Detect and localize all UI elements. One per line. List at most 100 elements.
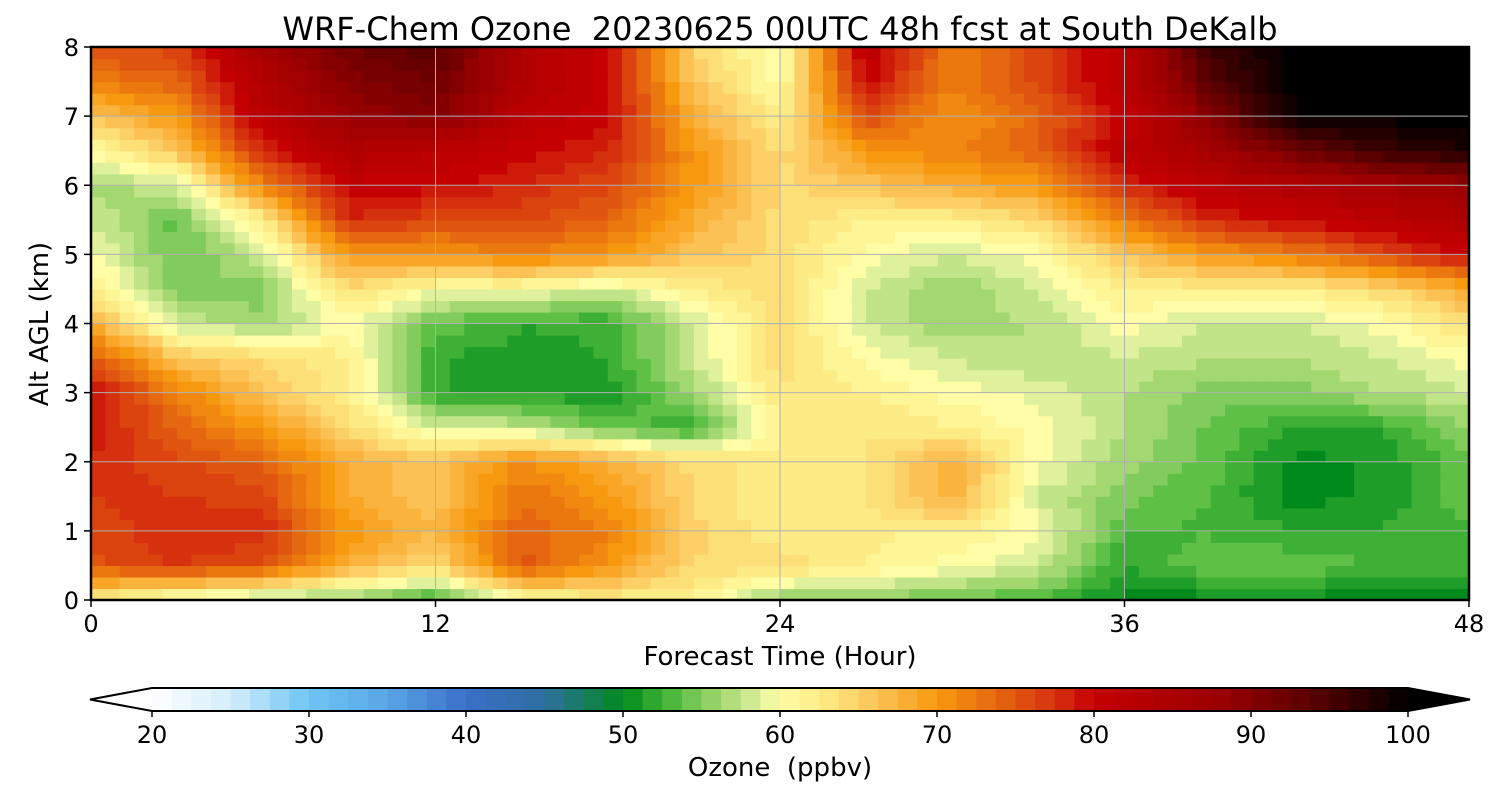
heatmap-cell	[1009, 104, 1025, 117]
heatmap-cell	[521, 576, 537, 590]
heatmap-cell	[1067, 288, 1083, 302]
heatmap-cell	[1095, 300, 1111, 313]
heatmap-cell	[1224, 415, 1240, 428]
heatmap-cell	[478, 288, 494, 302]
heatmap-cell	[593, 81, 609, 94]
heatmap-cell	[162, 139, 178, 152]
heatmap-cell	[421, 81, 437, 94]
heatmap-cell	[1268, 565, 1283, 578]
heatmap-cell	[1339, 530, 1355, 543]
heatmap-cell	[966, 254, 982, 267]
heatmap-cell	[665, 219, 681, 232]
heatmap-cell	[1239, 311, 1255, 325]
heatmap-cell	[1038, 553, 1054, 567]
heatmap-cell	[1052, 450, 1068, 463]
heatmap-cell	[1282, 116, 1298, 129]
heatmap-cell	[923, 208, 939, 221]
heatmap-cell	[234, 553, 250, 567]
heatmap-cell	[449, 323, 465, 336]
heatmap-cell	[263, 93, 279, 106]
heatmap-cell	[392, 116, 408, 129]
heatmap-cell	[191, 104, 207, 117]
heatmap-cell	[823, 254, 839, 267]
heatmap-cell	[449, 565, 465, 578]
heatmap-cell	[521, 265, 537, 279]
heatmap-cell	[837, 565, 853, 578]
heatmap-cell	[1411, 116, 1427, 129]
heatmap-cell	[708, 265, 724, 279]
heatmap-cell	[607, 404, 623, 417]
heatmap-cell	[1253, 139, 1269, 152]
heatmap-cell	[91, 369, 106, 382]
heatmap-cell	[952, 93, 968, 106]
heatmap-cell	[1095, 70, 1111, 83]
heatmap-cell	[1052, 219, 1068, 232]
heatmap-cell	[119, 93, 135, 106]
heatmap-cell	[1095, 484, 1111, 497]
heatmap-cell	[679, 81, 695, 94]
heatmap-cell	[636, 242, 652, 255]
heatmap-cell	[1239, 93, 1255, 106]
heatmap-cell	[923, 139, 939, 152]
heatmap-cell	[478, 450, 494, 463]
heatmap-cell	[421, 565, 437, 578]
heatmap-cell	[91, 323, 106, 336]
heatmap-cell	[995, 576, 1011, 590]
heatmap-cell	[335, 219, 350, 232]
heatmap-cell	[679, 496, 695, 509]
heatmap-cell	[593, 530, 609, 543]
heatmap-cell	[464, 323, 480, 336]
heatmap-cell	[593, 438, 609, 451]
heatmap-cell	[349, 173, 365, 186]
heatmap-cell	[1311, 588, 1327, 601]
heatmap-cell	[191, 553, 207, 567]
heatmap-cell	[722, 127, 738, 140]
heatmap-cell	[765, 369, 781, 382]
heatmap-cell	[291, 219, 307, 232]
heatmap-cell	[277, 162, 293, 175]
heatmap-cell	[449, 519, 465, 532]
heatmap-cell	[837, 208, 853, 221]
heatmap-cell	[823, 277, 839, 290]
heatmap-cell	[823, 196, 839, 209]
heatmap-cell	[1167, 358, 1183, 371]
heatmap-cell	[291, 484, 307, 497]
heatmap-cell	[162, 507, 178, 520]
heatmap-cell	[1454, 473, 1470, 486]
heatmap-cell	[650, 461, 666, 474]
heatmap-cell	[894, 196, 910, 209]
heatmap-cell	[894, 519, 910, 532]
heatmap-cell	[1382, 530, 1398, 543]
heatmap-cell	[492, 288, 508, 302]
heatmap-cell	[119, 369, 135, 382]
heatmap-cell	[205, 565, 221, 578]
heatmap-cell	[1124, 473, 1140, 486]
heatmap-cell	[952, 231, 968, 244]
heatmap-cell	[134, 450, 150, 463]
heatmap-cell	[1052, 127, 1068, 140]
heatmap-cell	[1282, 461, 1298, 474]
heatmap-cell	[1454, 496, 1470, 509]
heatmap-cell	[1081, 47, 1097, 60]
heatmap-cell	[607, 346, 623, 359]
heatmap-cell	[1196, 358, 1212, 371]
heatmap-cell	[263, 346, 279, 359]
heatmap-cell	[464, 553, 480, 567]
heatmap-cell	[378, 277, 394, 290]
heatmap-cell	[1282, 323, 1298, 336]
heatmap-cell	[823, 335, 839, 348]
heatmap-cell	[736, 530, 752, 543]
heatmap-cell	[492, 392, 508, 405]
heatmap-cell	[1239, 162, 1255, 175]
heatmap-cell	[220, 519, 236, 532]
heatmap-cell	[507, 588, 523, 601]
heatmap-cell	[1354, 185, 1370, 198]
heatmap-cell	[435, 116, 451, 129]
heatmap-cell	[751, 415, 767, 428]
heatmap-cell	[765, 415, 781, 428]
heatmap-cell	[177, 450, 193, 463]
heatmap-cell	[1368, 507, 1384, 520]
heatmap-cell	[679, 369, 695, 382]
heatmap-cell	[421, 346, 437, 359]
heatmap-cell	[1181, 127, 1197, 140]
